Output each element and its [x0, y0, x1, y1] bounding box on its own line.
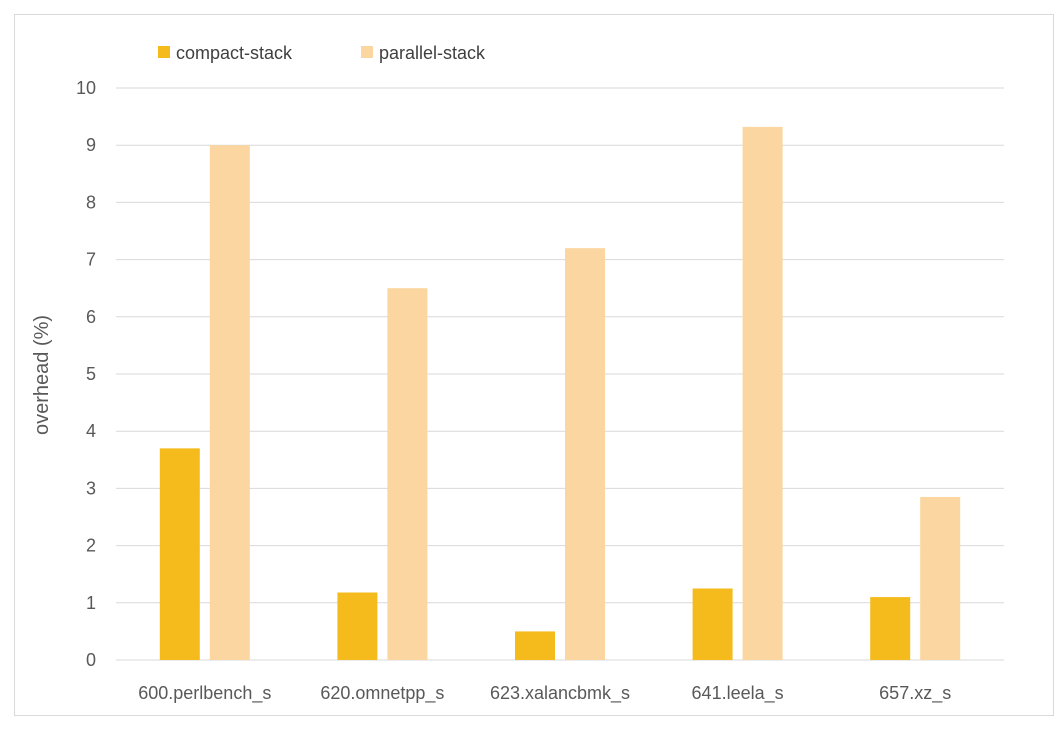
y-tick-label: 4 — [86, 421, 96, 441]
x-tick-label: 620.omnetpp_s — [320, 683, 444, 704]
x-tick-label: 657.xz_s — [879, 683, 951, 704]
y-axis-title: overhead (%) — [31, 315, 53, 435]
x-axis-ticks: 600.perlbench_s 620.omnetpp_s 623.xalancbm… — [138, 683, 951, 704]
legend: compact-stack parallel-stack — [158, 43, 486, 63]
x-tick-label: 641.leela_s — [692, 683, 784, 704]
legend-label: compact-stack — [176, 43, 293, 63]
x-tick-label: 600.perlbench_s — [138, 683, 271, 704]
bar-parallel-stack-620.omnetpp_s — [387, 288, 428, 660]
y-tick-label: 3 — [86, 478, 96, 498]
y-tick-label: 7 — [86, 250, 96, 270]
bar-parallel-stack-623.xalancbmk_s — [565, 248, 605, 660]
bar-compact-stack-620.omnetpp_s — [337, 592, 378, 660]
legend-label: parallel-stack — [379, 43, 486, 63]
legend-swatch — [361, 46, 373, 58]
bar-compact-stack-641.leela_s — [692, 588, 733, 660]
y-tick-label: 9 — [86, 135, 96, 155]
bar-parallel-stack-600.perlbench_s — [209, 145, 250, 660]
bar-compact-stack-600.perlbench_s — [159, 448, 200, 660]
y-tick-label: 8 — [86, 192, 96, 212]
y-tick-label: 6 — [86, 307, 96, 327]
y-tick-label: 1 — [86, 593, 96, 613]
bars — [159, 126, 961, 660]
y-tick-label: 2 — [86, 536, 96, 556]
bar-compact-stack-657.xz_s — [870, 597, 911, 660]
bar-compact-stack-623.xalancbmk_s — [515, 631, 555, 660]
x-tick-label: 623.xalancbmk_s — [490, 683, 630, 704]
legend-swatch — [158, 46, 170, 58]
bar-parallel-stack-657.xz_s — [920, 496, 961, 660]
y-tick-label: 0 — [86, 650, 96, 670]
y-tick-label: 5 — [86, 364, 96, 384]
bar-parallel-stack-641.leela_s — [742, 126, 783, 660]
y-axis-ticks: 0 1 2 3 4 5 6 7 8 9 10 — [76, 78, 96, 670]
y-tick-label: 10 — [76, 78, 96, 98]
gridlines — [116, 87, 1004, 661]
